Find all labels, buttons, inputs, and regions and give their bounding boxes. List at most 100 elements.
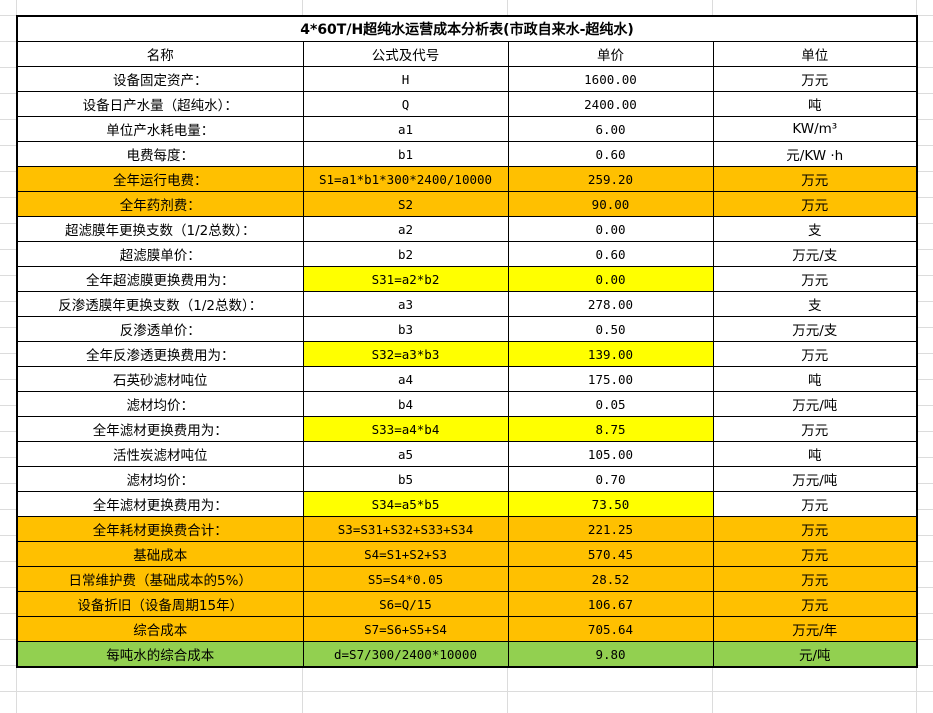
cell-name[interactable]: 基础成本	[16, 541, 304, 567]
header-name[interactable]: 名称	[16, 41, 304, 67]
cell-name[interactable]: 全年耗材更换费合计：	[16, 516, 304, 542]
cell-price[interactable]: 2400.00	[507, 91, 714, 117]
cell-name[interactable]: 滤材均价：	[16, 391, 304, 417]
cell-name[interactable]: 超滤膜年更换支数（1/2总数）：	[16, 216, 304, 242]
cell-name[interactable]: 全年超滤膜更换费用为：	[16, 266, 304, 292]
cell-unit[interactable]: 万元/吨	[712, 391, 918, 417]
cell-unit[interactable]: 吨	[712, 441, 918, 467]
cell-price[interactable]: 221.25	[507, 516, 714, 542]
cell-unit[interactable]: 元/KW ·h	[712, 141, 918, 167]
cell-name[interactable]: 反渗透单价：	[16, 316, 304, 342]
cell-unit[interactable]: 吨	[712, 366, 918, 392]
cell-price[interactable]: 0.05	[507, 391, 714, 417]
cell-formula[interactable]: S2	[302, 191, 509, 217]
cell-price[interactable]: 9.80	[507, 641, 714, 668]
cell-price[interactable]: 105.00	[507, 441, 714, 467]
cell-name[interactable]: 全年滤材更换费用为：	[16, 491, 304, 517]
cell-unit[interactable]: KW/m³	[712, 116, 918, 142]
cell-formula[interactable]: S5=S4*0.05	[302, 566, 509, 592]
cell-name[interactable]: 超滤膜单价：	[16, 241, 304, 267]
cell-name[interactable]: 综合成本	[16, 616, 304, 642]
cell-formula[interactable]: a1	[302, 116, 509, 142]
cell-unit[interactable]: 万元	[712, 516, 918, 542]
cell-price[interactable]: 106.67	[507, 591, 714, 617]
cell-price[interactable]: 278.00	[507, 291, 714, 317]
cell-price[interactable]: 0.00	[507, 216, 714, 242]
cell-formula[interactable]: S32=a3*b3	[302, 341, 509, 367]
cell-unit[interactable]: 万元/支	[712, 241, 918, 267]
cell-name[interactable]: 全年药剂费：	[16, 191, 304, 217]
cell-formula[interactable]: S34=a5*b5	[302, 491, 509, 517]
cell-formula[interactable]: S4=S1+S2+S3	[302, 541, 509, 567]
table-title[interactable]: 4*60T/H超纯水运营成本分析表(市政自来水-超纯水)	[16, 15, 918, 42]
cell-unit[interactable]: 万元/支	[712, 316, 918, 342]
cell-formula[interactable]: b4	[302, 391, 509, 417]
cell-unit[interactable]: 万元	[712, 591, 918, 617]
header-price[interactable]: 单价	[507, 41, 714, 67]
cell-name[interactable]: 全年反渗透更换费用为：	[16, 341, 304, 367]
cell-unit[interactable]: 万元	[712, 66, 918, 92]
cell-formula[interactable]: S1=a1*b1*300*2400/10000	[302, 166, 509, 192]
cell-unit[interactable]: 吨	[712, 91, 918, 117]
cell-unit[interactable]: 万元	[712, 541, 918, 567]
cell-formula[interactable]: b2	[302, 241, 509, 267]
cell-name[interactable]: 单位产水耗电量：	[16, 116, 304, 142]
cell-unit[interactable]: 万元	[712, 166, 918, 192]
cell-price[interactable]: 28.52	[507, 566, 714, 592]
cell-unit[interactable]: 支	[712, 216, 918, 242]
cell-formula[interactable]: S3=S31+S32+S33+S34	[302, 516, 509, 542]
cell-price[interactable]: 90.00	[507, 191, 714, 217]
cell-price[interactable]: 0.50	[507, 316, 714, 342]
cell-formula[interactable]: Q	[302, 91, 509, 117]
cell-price[interactable]: 705.64	[507, 616, 714, 642]
cell-formula[interactable]: a4	[302, 366, 509, 392]
cell-unit[interactable]: 支	[712, 291, 918, 317]
cell-name[interactable]: 石英砂滤材吨位	[16, 366, 304, 392]
cell-formula[interactable]: b3	[302, 316, 509, 342]
cell-unit[interactable]: 万元/吨	[712, 466, 918, 492]
cell-name[interactable]: 全年运行电费：	[16, 166, 304, 192]
header-unit[interactable]: 单位	[712, 41, 918, 67]
cell-unit[interactable]: 万元/年	[712, 616, 918, 642]
cell-price[interactable]: 0.00	[507, 266, 714, 292]
cell-name[interactable]: 滤材均价：	[16, 466, 304, 492]
cell-formula[interactable]: a5	[302, 441, 509, 467]
cell-formula[interactable]: H	[302, 66, 509, 92]
cell-name[interactable]: 设备固定资产：	[16, 66, 304, 92]
cell-formula[interactable]: S6=Q/15	[302, 591, 509, 617]
cell-formula[interactable]: S33=a4*b4	[302, 416, 509, 442]
cell-unit[interactable]: 万元	[712, 191, 918, 217]
cell-name[interactable]: 日常维护费（基础成本的5%）	[16, 566, 304, 592]
cell-formula[interactable]: b1	[302, 141, 509, 167]
cell-formula[interactable]: a3	[302, 291, 509, 317]
cell-price[interactable]: 0.60	[507, 241, 714, 267]
cell-unit[interactable]: 万元	[712, 491, 918, 517]
cell-unit[interactable]: 万元	[712, 266, 918, 292]
cell-name[interactable]: 设备日产水量（超纯水）：	[16, 91, 304, 117]
header-formula[interactable]: 公式及代号	[302, 41, 509, 67]
cell-formula[interactable]: S7=S6+S5+S4	[302, 616, 509, 642]
cell-formula[interactable]: d=S7/300/2400*10000	[302, 641, 509, 668]
cell-formula[interactable]: a2	[302, 216, 509, 242]
cell-price[interactable]: 0.70	[507, 466, 714, 492]
cell-price[interactable]: 175.00	[507, 366, 714, 392]
cell-formula[interactable]: b5	[302, 466, 509, 492]
cell-name[interactable]: 活性炭滤材吨位	[16, 441, 304, 467]
cell-unit[interactable]: 万元	[712, 566, 918, 592]
cell-name[interactable]: 全年滤材更换费用为：	[16, 416, 304, 442]
cell-name[interactable]: 电费每度：	[16, 141, 304, 167]
cell-name[interactable]: 每吨水的综合成本	[16, 641, 304, 668]
cell-price[interactable]: 570.45	[507, 541, 714, 567]
cell-price[interactable]: 8.75	[507, 416, 714, 442]
cell-price[interactable]: 259.20	[507, 166, 714, 192]
cell-price[interactable]: 6.00	[507, 116, 714, 142]
cell-name[interactable]: 反渗透膜年更换支数（1/2总数）：	[16, 291, 304, 317]
cell-unit[interactable]: 元/吨	[712, 641, 918, 668]
cell-price[interactable]: 0.60	[507, 141, 714, 167]
cell-formula[interactable]: S31=a2*b2	[302, 266, 509, 292]
cell-price[interactable]: 73.50	[507, 491, 714, 517]
cell-unit[interactable]: 万元	[712, 341, 918, 367]
cell-unit[interactable]: 万元	[712, 416, 918, 442]
cell-name[interactable]: 设备折旧（设备周期15年）	[16, 591, 304, 617]
cell-price[interactable]: 139.00	[507, 341, 714, 367]
